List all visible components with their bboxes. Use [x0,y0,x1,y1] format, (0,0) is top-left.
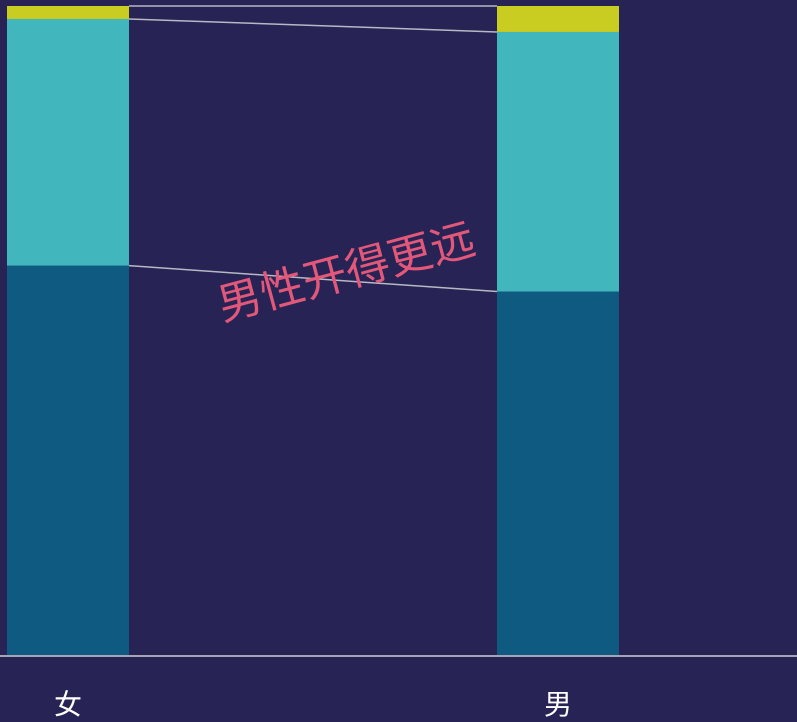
connector-line-0 [128,264,498,293]
bar-segment-1-1 [497,31,619,292]
bar-segment-0-0 [7,265,129,655]
x-tick-label-1: 男 [544,688,572,721]
bar-segment-0-2 [7,6,129,19]
bar-segment-0-1 [7,18,129,266]
chart-annotation: 男性开得更远 [212,214,480,332]
bars-group [7,6,619,655]
connector-lines [128,5,498,293]
x-tick-labels: 女男 [54,688,572,721]
connector-line-1 [128,18,498,33]
x-tick-label-0: 女 [54,688,82,721]
bar-segment-1-0 [497,291,619,655]
bar-segment-1-2 [497,6,619,32]
